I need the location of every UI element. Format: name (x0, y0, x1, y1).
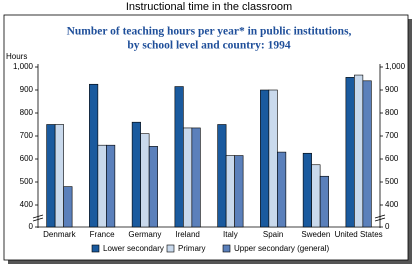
bar (345, 77, 355, 228)
y-axis-label: Hours (6, 52, 27, 61)
x-tick-label: United States (335, 230, 383, 239)
axis-break (374, 214, 386, 222)
x-tick-label: France (90, 230, 115, 239)
y2-tick-label: 700 (385, 131, 399, 140)
bar (277, 151, 287, 228)
y-tick-label: 800 (20, 108, 34, 117)
x-tick-label: Germany (128, 230, 161, 239)
bar (217, 124, 227, 228)
y-tick-label: 600 (20, 154, 34, 163)
bar (46, 124, 56, 228)
bar (311, 164, 321, 228)
bar (354, 74, 364, 228)
chart-title: Number of teaching hours per year* in pu… (67, 26, 352, 38)
legend-swatch (91, 244, 100, 253)
legend-swatch (166, 244, 175, 253)
y-tick-label: 400 (20, 200, 34, 209)
bar (191, 127, 201, 228)
legend-label: Lower secondary (103, 244, 164, 253)
page-title: Instructional time in the classroom (126, 1, 292, 13)
bar (234, 155, 244, 228)
bar (148, 146, 158, 228)
y-tick-label: 0 (29, 222, 34, 231)
y2-tick-label: 1,000 (385, 62, 406, 71)
y2-tick-label: 500 (385, 177, 399, 186)
y2-tick-label: 900 (385, 85, 399, 94)
bar (54, 124, 64, 228)
bar (89, 83, 99, 228)
y2-tick-label: 400 (385, 200, 399, 209)
y-tick-label: 900 (20, 85, 34, 94)
y2-tick-label: 800 (385, 108, 399, 117)
bar (63, 186, 73, 228)
legend-swatch (222, 244, 231, 253)
bar (302, 152, 312, 228)
x-tick-label: Ireland (175, 230, 199, 239)
bar (225, 155, 235, 228)
chart-subtitle: by school level and country: 1994 (127, 40, 290, 52)
y-tick-label: 500 (20, 177, 34, 186)
x-tick-label: Denmark (43, 230, 76, 239)
x-tick-label: Sweden (301, 230, 330, 239)
bar (362, 80, 372, 228)
y2-tick-label: 0 (385, 222, 390, 231)
axis-break (32, 214, 44, 222)
legend-label: Upper secondary (general) (234, 244, 329, 253)
y-tick-label: 1,000 (13, 62, 34, 71)
bar (131, 121, 141, 228)
bar (268, 89, 278, 228)
x-tick-label: Spain (263, 230, 283, 239)
bar (106, 144, 116, 228)
bar (174, 86, 184, 228)
bar (260, 89, 270, 228)
y-tick-label: 700 (20, 131, 34, 140)
x-tick-label: Italy (223, 230, 238, 239)
legend-label: Primary (178, 244, 206, 253)
bar (319, 175, 329, 228)
bar (183, 127, 193, 228)
y2-tick-label: 600 (385, 154, 399, 163)
bar (97, 144, 107, 228)
bar (140, 133, 150, 228)
